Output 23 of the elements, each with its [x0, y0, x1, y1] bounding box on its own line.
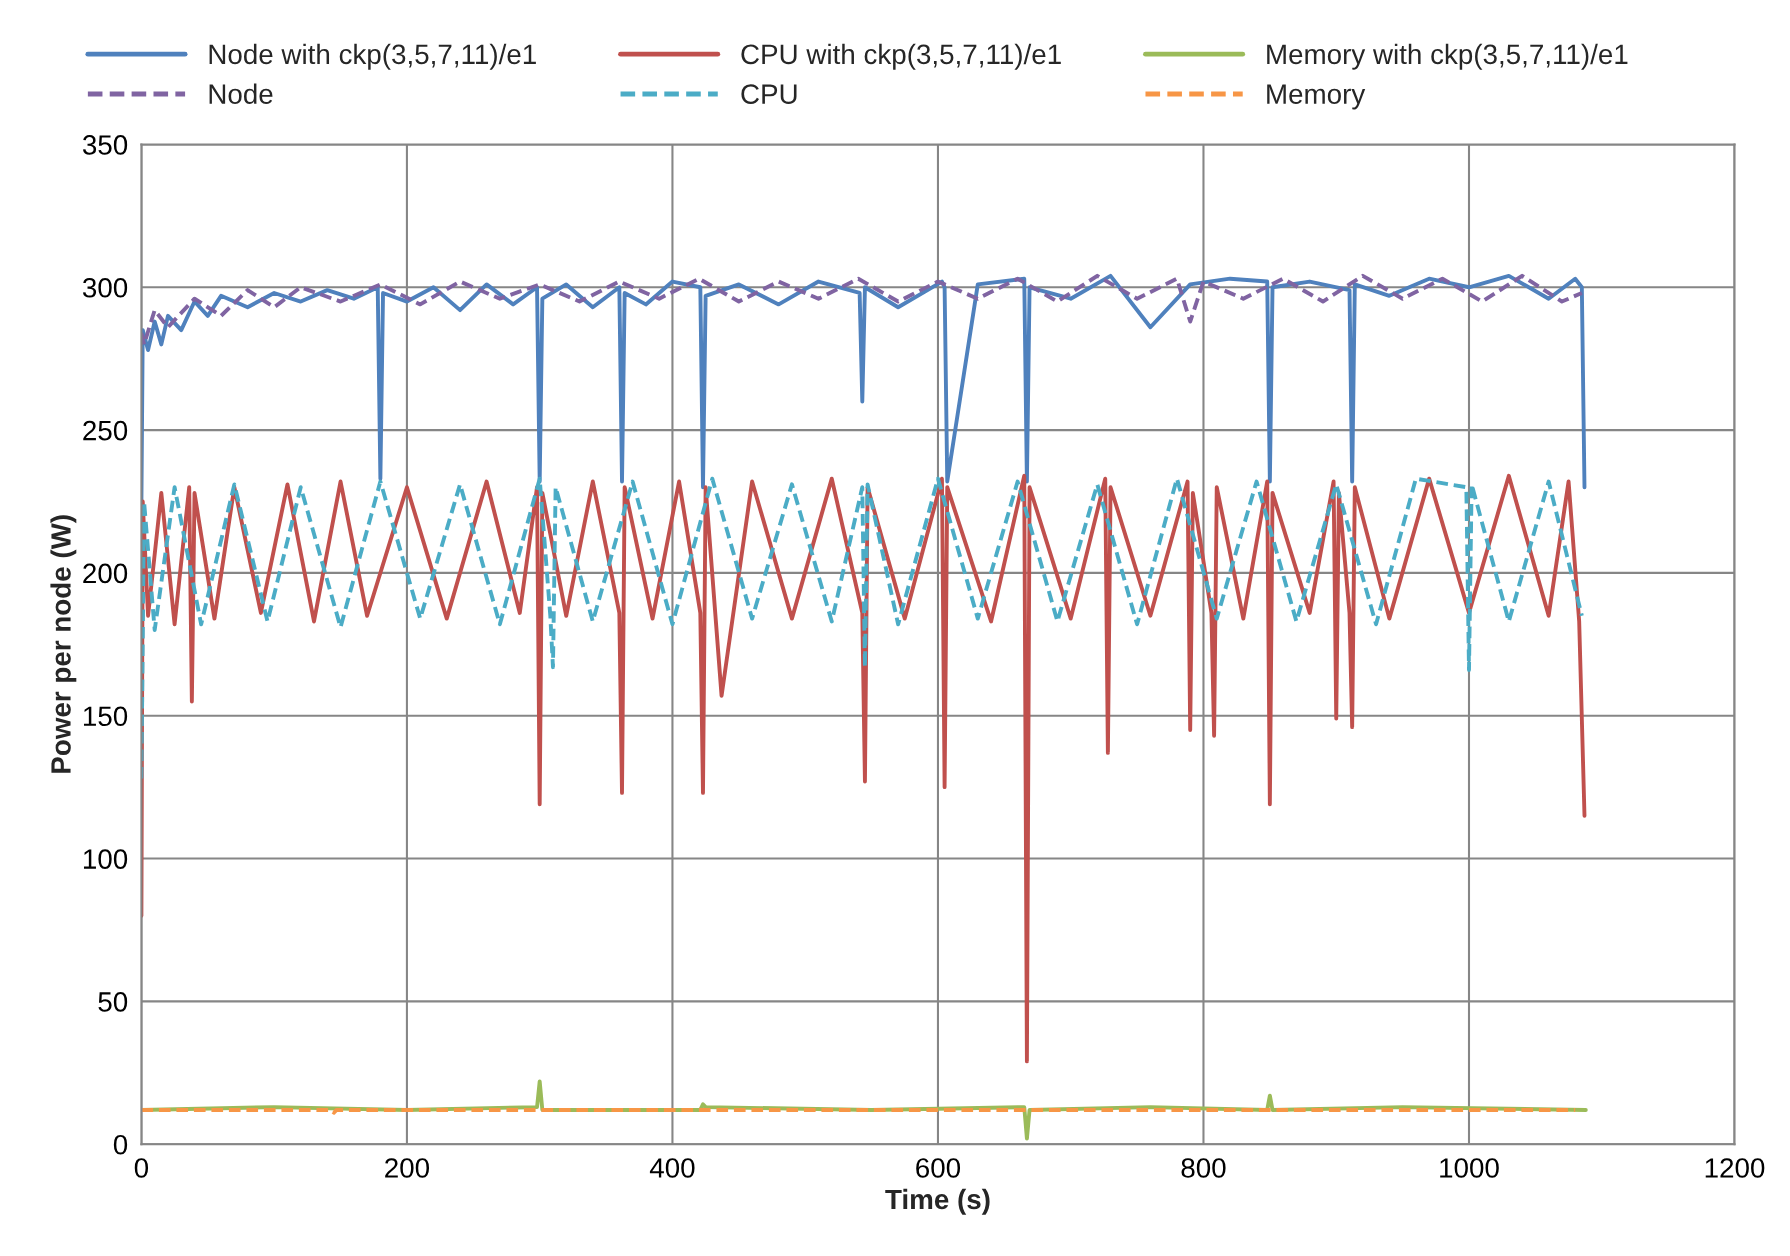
y-tick-label: 100 [83, 849, 128, 869]
y-tick-label: 50 [98, 992, 128, 1012]
x-tick-label: 800 [1181, 1158, 1226, 1178]
legend-label: CPU with ckp(3,5,7,11)/e1 [741, 43, 1061, 70]
y-tick-label: 250 [83, 420, 128, 441]
x-axis-title: Time (s) [885, 1188, 990, 1215]
legend-label: Node [209, 83, 273, 104]
y-tick-label: 0 [113, 1134, 128, 1155]
x-tick-label: 600 [916, 1158, 961, 1178]
x-tick-label: 400 [649, 1158, 695, 1178]
x-tick-label: 200 [385, 1158, 430, 1178]
x-tick-label: 1000 [1440, 1158, 1499, 1178]
y-tick-label: 200 [83, 563, 128, 584]
legend-label: Memory [1267, 84, 1366, 110]
legend-label: Node with ckp(3,5,7,11)/e1 [209, 43, 536, 70]
y-tick-label: 300 [82, 277, 128, 298]
legend-label: CPU [741, 84, 797, 104]
y-axis-title: Power per node (W) [50, 515, 77, 773]
y-tick-label: 350 [82, 135, 128, 155]
y-tick-label: 150 [83, 706, 128, 727]
legend-label: Memory with ckp(3,5,7,11)/e1 [1267, 43, 1628, 70]
x-tick-label: 0 [134, 1158, 149, 1178]
x-tick-label: 1200 [1705, 1158, 1765, 1178]
